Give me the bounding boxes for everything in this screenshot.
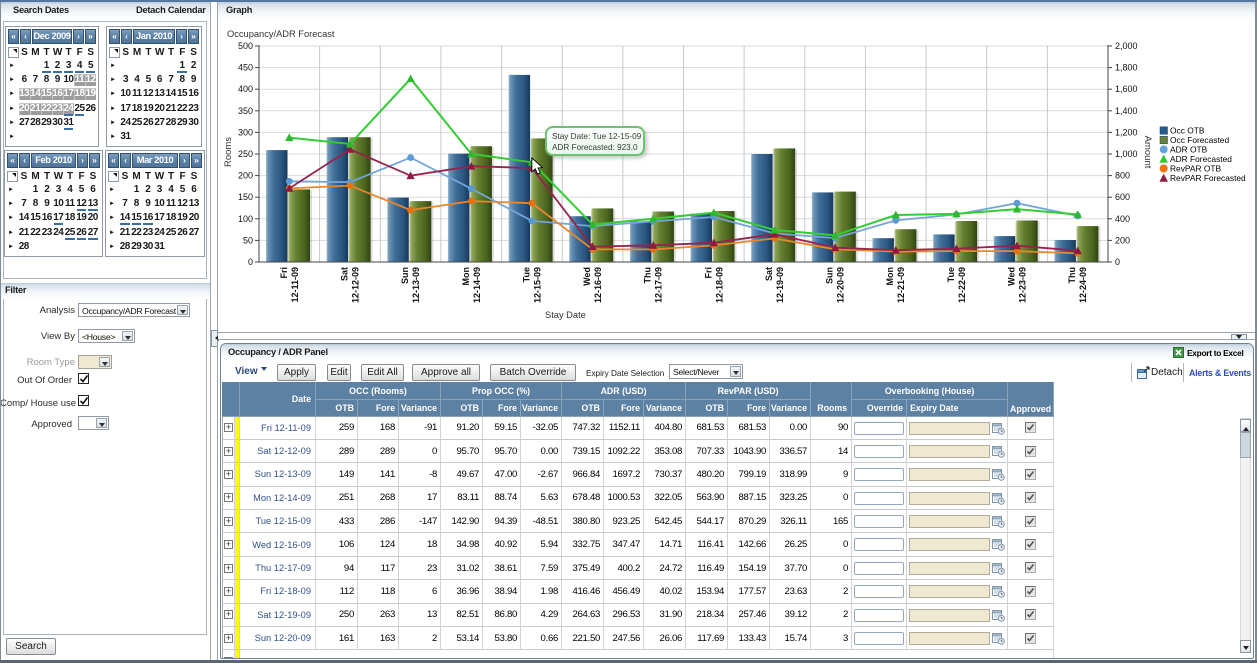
svg-text:Fri: Fri xyxy=(703,267,713,279)
svg-text:2,000: 2,000 xyxy=(1115,41,1138,51)
svg-text:1,400: 1,400 xyxy=(1115,106,1138,116)
svg-text:800: 800 xyxy=(1115,171,1130,181)
svg-text:500: 500 xyxy=(238,41,253,51)
svg-text:Wed: Wed xyxy=(1007,267,1017,286)
svg-text:Occupancy/ADR Forecast: Occupancy/ADR Forecast xyxy=(227,29,335,39)
svg-text:400: 400 xyxy=(238,84,253,94)
svg-text:50: 50 xyxy=(243,235,253,245)
svg-text:Fri: Fri xyxy=(279,267,289,279)
svg-text:12-19-09: 12-19-09 xyxy=(775,267,785,303)
svg-text:Tue: Tue xyxy=(946,267,956,282)
svg-text:12-20-09: 12-20-09 xyxy=(836,267,846,303)
svg-text:Sun: Sun xyxy=(400,267,410,284)
svg-text:Rooms: Rooms xyxy=(223,137,234,167)
svg-text:150: 150 xyxy=(238,192,253,202)
svg-text:ADR Forecasted: ADR Forecasted xyxy=(1170,154,1232,164)
svg-text:12-11-09: 12-11-09 xyxy=(290,267,300,303)
svg-text:12-23-09: 12-23-09 xyxy=(1018,267,1028,303)
svg-text:300: 300 xyxy=(238,127,253,137)
svg-text:12-18-09: 12-18-09 xyxy=(714,267,724,303)
svg-text:Wed: Wed xyxy=(582,267,592,286)
svg-text:Sat: Sat xyxy=(340,267,350,281)
svg-text:Sun: Sun xyxy=(825,267,835,284)
svg-text:12-14-09: 12-14-09 xyxy=(472,267,482,303)
svg-text:250: 250 xyxy=(238,149,253,159)
svg-text:Occ OTB: Occ OTB xyxy=(1170,125,1205,135)
svg-text:12-12-09: 12-12-09 xyxy=(351,267,361,303)
svg-text:100: 100 xyxy=(238,214,253,224)
svg-text:12-21-09: 12-21-09 xyxy=(896,267,906,303)
svg-text:12-13-09: 12-13-09 xyxy=(411,267,421,303)
svg-text:Mon: Mon xyxy=(461,267,471,286)
svg-text:Occ Forecasted: Occ Forecasted xyxy=(1170,135,1229,145)
svg-text:RevPAR OTB: RevPAR OTB xyxy=(1170,164,1221,174)
svg-text:350: 350 xyxy=(238,106,253,116)
svg-text:12-16-09: 12-16-09 xyxy=(593,267,603,303)
svg-text:1,200: 1,200 xyxy=(1115,127,1138,137)
svg-text:1,800: 1,800 xyxy=(1115,63,1138,73)
svg-text:Thu: Thu xyxy=(643,267,653,284)
svg-text:12-17-09: 12-17-09 xyxy=(654,267,664,303)
svg-text:200: 200 xyxy=(1115,235,1130,245)
svg-text:12-22-09: 12-22-09 xyxy=(957,267,967,303)
svg-text:Tue: Tue xyxy=(521,267,531,282)
svg-text:ADR OTB: ADR OTB xyxy=(1170,144,1208,154)
svg-text:0: 0 xyxy=(248,257,253,267)
svg-text:1,000: 1,000 xyxy=(1115,149,1138,159)
svg-text:450: 450 xyxy=(238,63,253,73)
svg-text:RevPAR Forecasted: RevPAR Forecasted xyxy=(1170,173,1246,183)
svg-text:400: 400 xyxy=(1115,214,1130,224)
svg-text:200: 200 xyxy=(238,171,253,181)
svg-text:1,600: 1,600 xyxy=(1115,84,1138,94)
svg-text:Stay Date: Stay Date xyxy=(545,310,586,320)
svg-text:600: 600 xyxy=(1115,192,1130,202)
svg-text:Sat: Sat xyxy=(764,267,774,281)
svg-text:0: 0 xyxy=(1115,257,1120,267)
svg-text:12-15-09: 12-15-09 xyxy=(532,267,542,303)
svg-text:Thu: Thu xyxy=(1067,267,1077,284)
svg-text:Mon: Mon xyxy=(885,267,895,286)
svg-text:Amount: Amount xyxy=(1142,136,1153,169)
svg-text:12-24-09: 12-24-09 xyxy=(1078,267,1088,303)
